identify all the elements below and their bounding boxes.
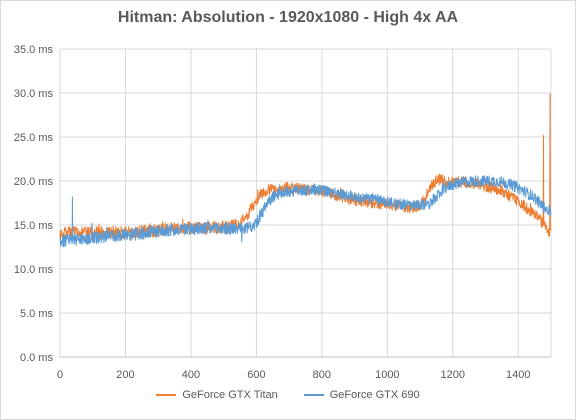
chart-title: Hitman: Absolution - 1920x1080 - High 4x… xyxy=(117,9,459,26)
x-tick-label: 0 xyxy=(57,369,63,381)
x-tick-label: 1400 xyxy=(506,369,530,381)
x-tick-label: 200 xyxy=(116,369,134,381)
x-tick-label: 1200 xyxy=(441,369,465,381)
y-tick-label: 25.0 ms xyxy=(14,132,54,144)
y-tick-label: 35.0 ms xyxy=(14,44,54,56)
legend-label-690: GeForce GTX 690 xyxy=(329,389,420,401)
series-line-gtx690 xyxy=(59,175,552,248)
line-chart: 0.0 ms 5.0 ms 10.0 ms 15.0 ms 20.0 ms 25.0 ms… xyxy=(14,44,552,381)
x-tick-label: 800 xyxy=(313,369,331,381)
legend-item-690: GeForce GTX 690 xyxy=(303,389,420,401)
x-tick-label: 1000 xyxy=(375,369,399,381)
y-tick-label: 20.0 ms xyxy=(14,176,54,188)
series-line-titan xyxy=(59,93,552,241)
x-tick-label: 600 xyxy=(247,369,265,381)
y-tick-label: 10.0 ms xyxy=(14,264,54,276)
chart-legend: GeForce GTX Titan GeForce GTX 690 xyxy=(1,389,575,401)
y-tick-label: 5.0 ms xyxy=(20,308,54,320)
y-tick-label: 15.0 ms xyxy=(14,220,54,232)
legend-swatch-titan xyxy=(156,394,177,396)
legend-label-titan: GeForce GTX Titan xyxy=(182,389,278,401)
legend-item-titan: GeForce GTX Titan xyxy=(156,389,278,401)
y-tick-label: 30.0 ms xyxy=(14,88,54,100)
x-tick-label: 400 xyxy=(182,369,200,381)
legend-swatch-690 xyxy=(303,394,324,396)
y-tick-label: 0.0 ms xyxy=(20,352,54,364)
